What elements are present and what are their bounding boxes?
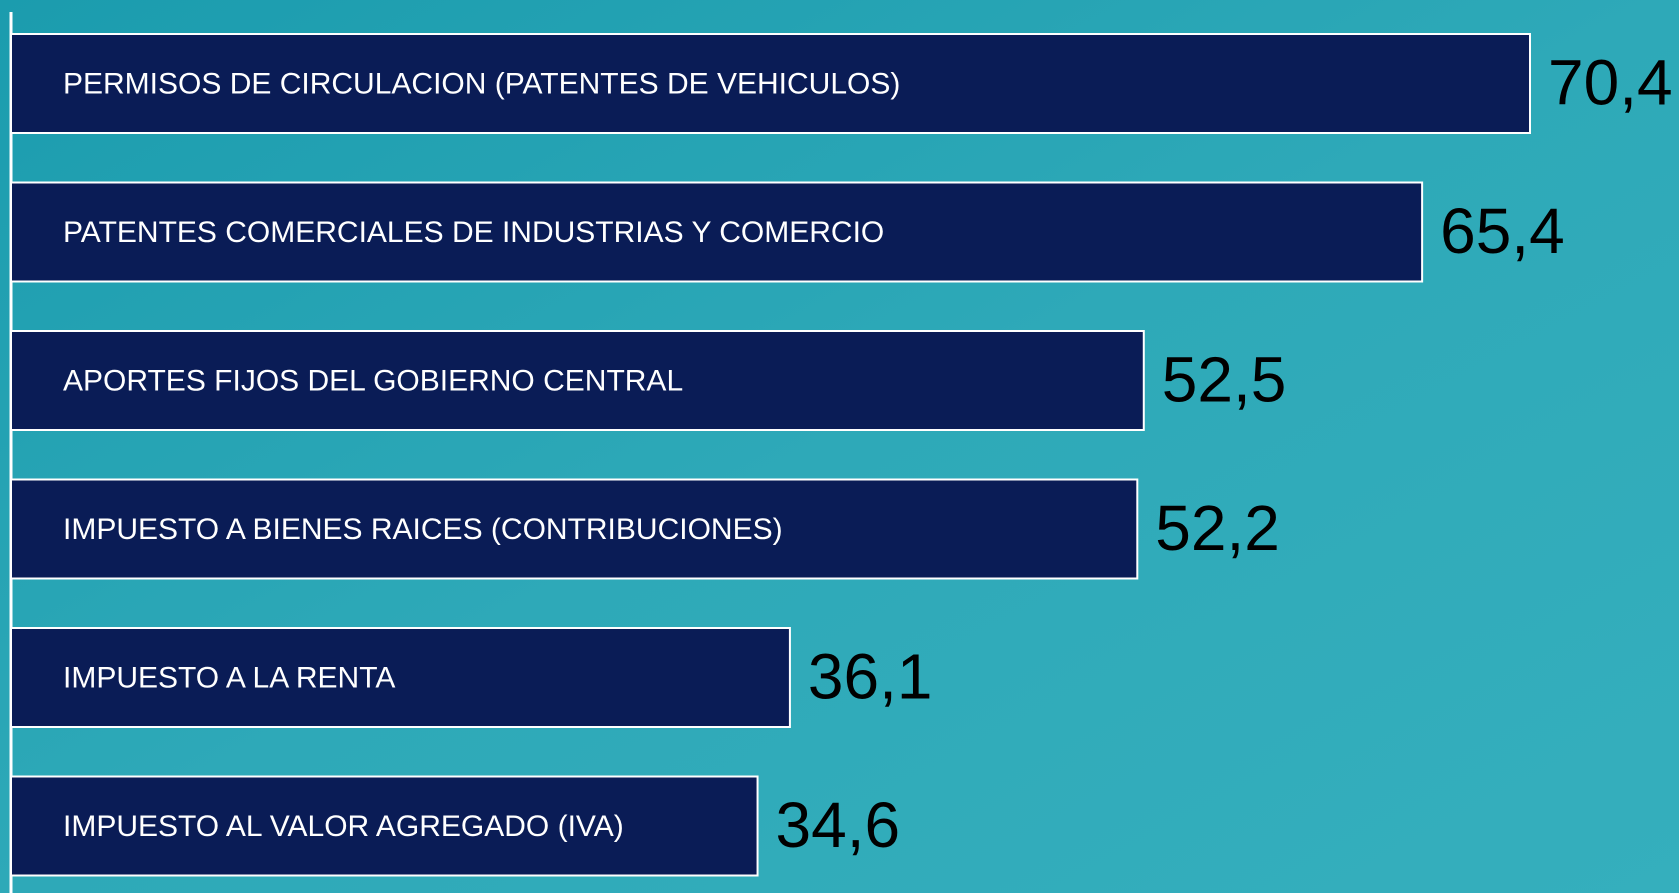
category-label: IMPUESTO AL VALOR AGREGADO (IVA) — [63, 810, 624, 843]
bar — [10, 775, 759, 877]
value-label: 34,6 — [776, 789, 901, 861]
value-label: 52,2 — [1155, 492, 1280, 564]
category-label: IMPUESTO A LA RENTA — [63, 661, 395, 694]
value-label: 65,4 — [1440, 195, 1565, 267]
category-label: APORTES FIJOS DEL GOBIERNO CENTRAL — [63, 364, 683, 397]
value-label: 36,1 — [808, 640, 933, 712]
bar — [10, 627, 791, 728]
category-label: PERMISOS DE CIRCULACION (PATENTES DE VEH… — [63, 67, 900, 100]
bar — [10, 181, 1424, 283]
bar — [10, 33, 1531, 134]
category-label: IMPUESTO A BIENES RAICES (CONTRIBUCIONES… — [63, 513, 783, 546]
bar — [10, 478, 1139, 580]
value-label: 70,4 — [1548, 46, 1673, 118]
bar — [10, 330, 1145, 431]
value-label: 52,5 — [1162, 343, 1287, 415]
category-label: PATENTES COMERCIALES DE INDUSTRIAS Y COM… — [63, 216, 884, 249]
